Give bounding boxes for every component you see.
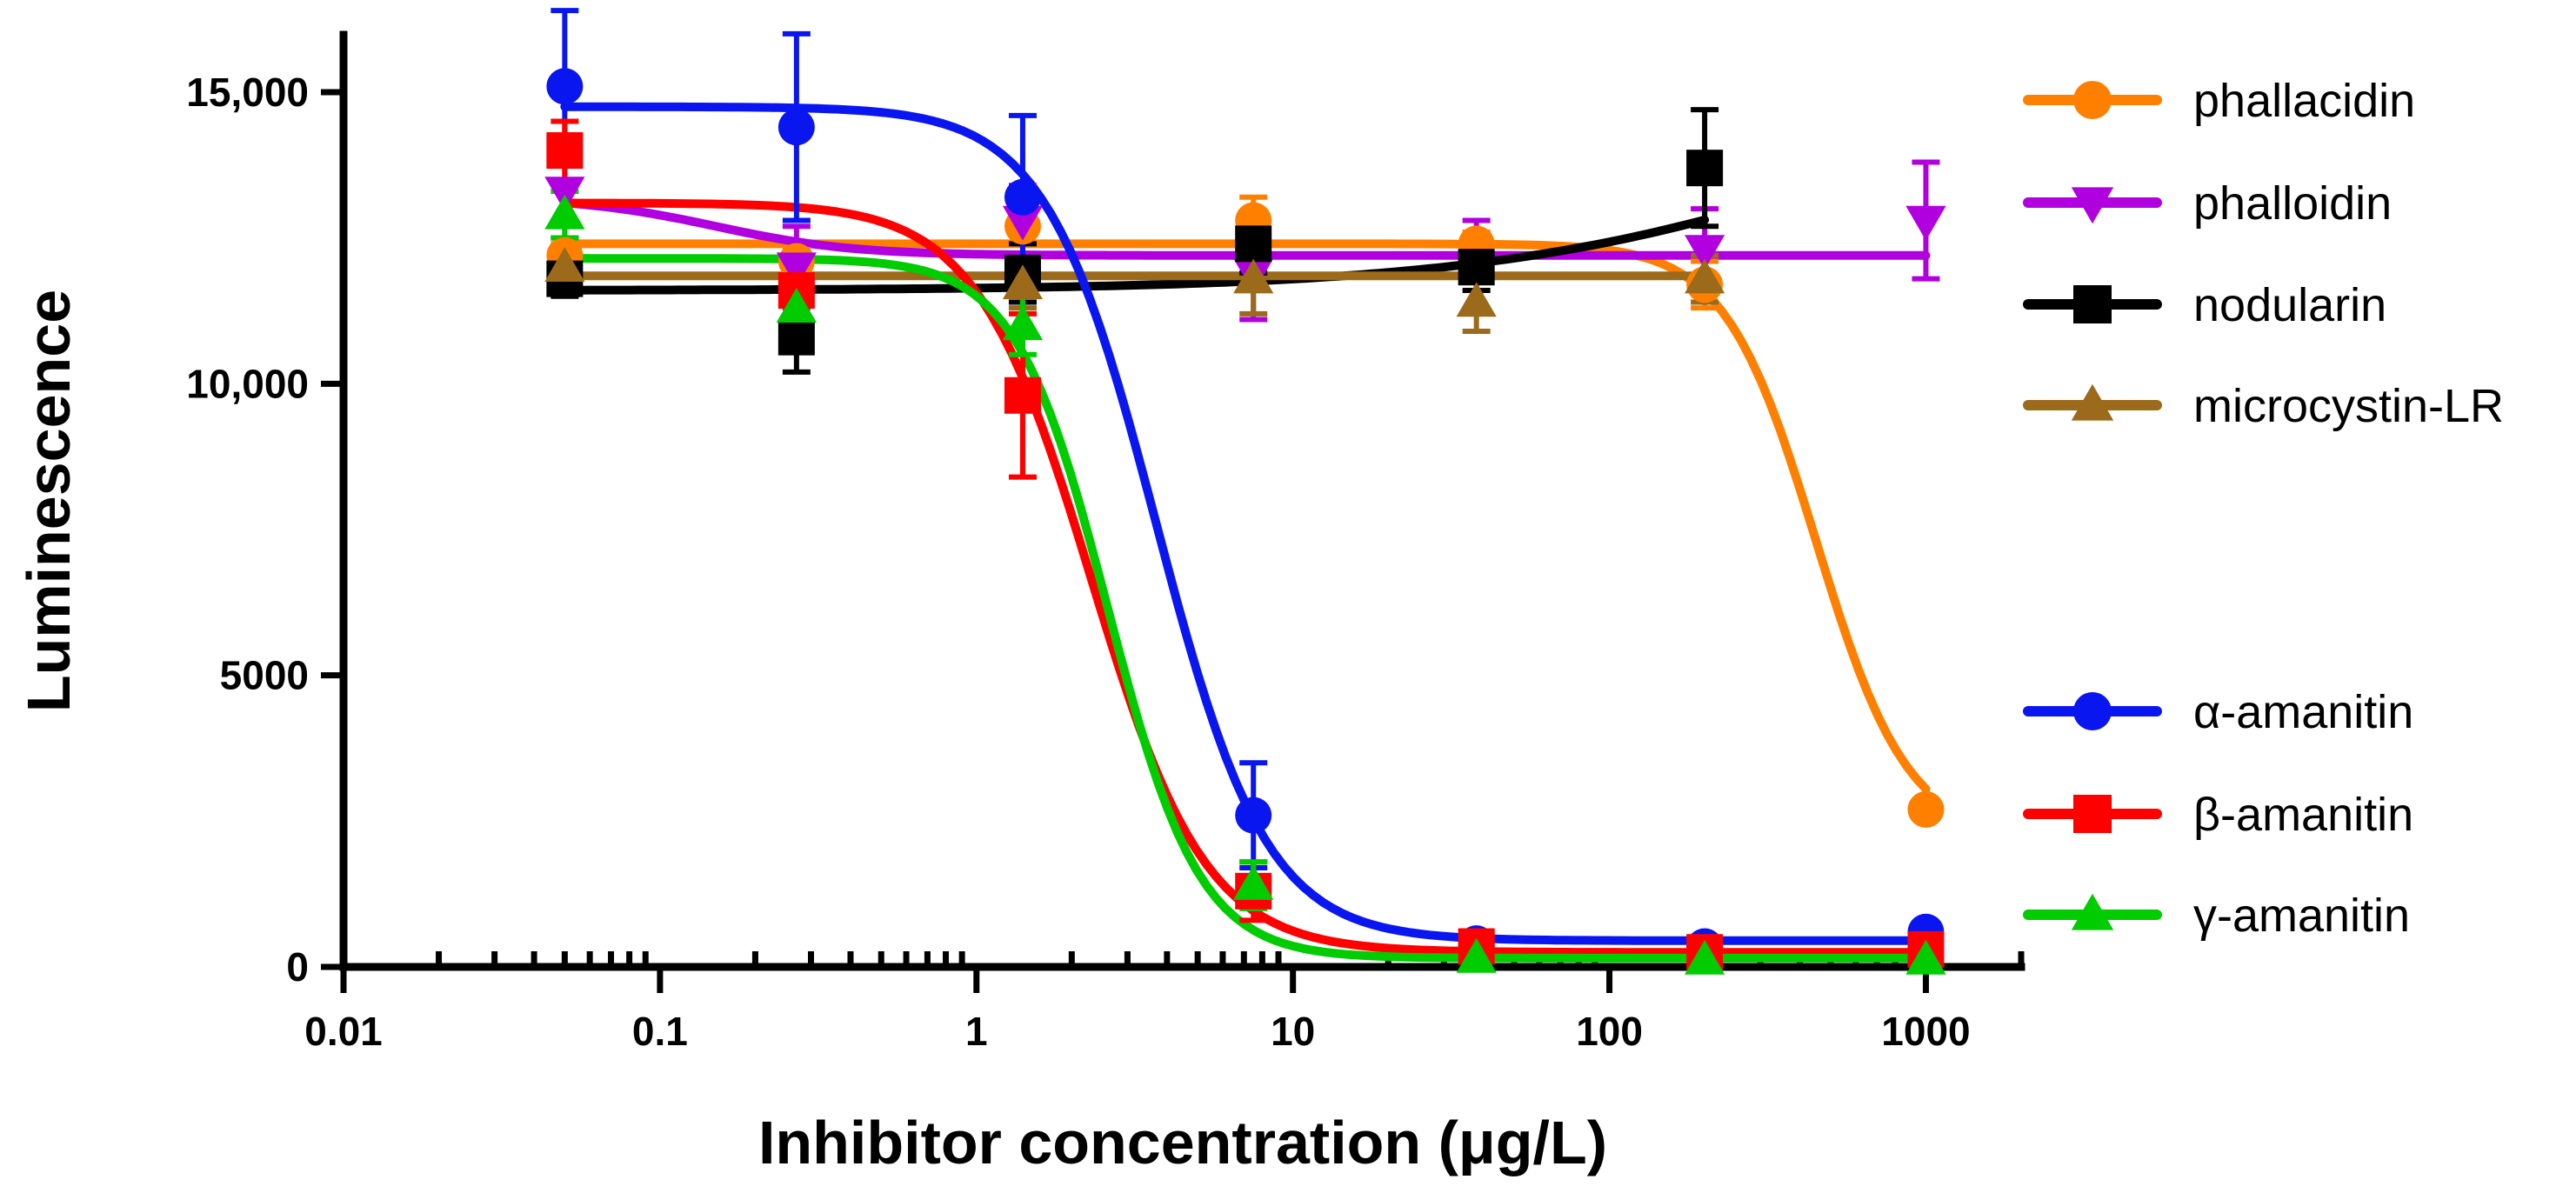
y-tick-label: 15,000 <box>186 70 309 115</box>
legend-marker-amanitin <box>2073 795 2112 833</box>
point-amanitin <box>546 132 584 170</box>
point-amanitin <box>544 194 585 230</box>
point-nodularin <box>777 318 815 356</box>
legend-label-phallacidin: phallacidin <box>2193 75 2415 127</box>
legend-marker-microcystin-lr <box>2071 383 2114 421</box>
point-phalloidin <box>1905 205 1946 241</box>
y-axis-title: Luminescence <box>15 290 83 712</box>
point-microcystin-lr <box>1233 258 1274 294</box>
point-phalloidin <box>1002 205 1044 241</box>
point-amanitin <box>1004 377 1041 414</box>
legend-label-microcystin-lr: microcystin-LR <box>2193 380 2504 432</box>
x-tick-label: 1000 <box>1881 1009 1970 1054</box>
point-amanitin <box>776 288 817 323</box>
legend-label-phalloidin: phalloidin <box>2193 177 2392 230</box>
legend-label-amanitin: α-amanitin <box>2193 686 2413 738</box>
point-amanitin <box>1905 939 1946 975</box>
legend-marker-phallacidin <box>2073 81 2112 119</box>
point-amanitin <box>1235 796 1272 834</box>
y-tick-label: 5000 <box>220 653 309 698</box>
legend-label-amanitin: β-amanitin <box>2193 789 2413 841</box>
point-microcystin-lr <box>544 247 585 282</box>
axes <box>339 30 2025 971</box>
x-tick-label: 1 <box>965 1009 988 1054</box>
axis-ticks: 0 5000 10,000 15,000 0.01 0.1 1 10 100 1000 <box>186 70 2025 1054</box>
x-tick-label: 100 <box>1576 1009 1643 1054</box>
point-amanitin <box>1004 178 1041 216</box>
point-microcystin-lr <box>1456 282 1497 317</box>
y-tick-label: 10,000 <box>186 361 309 406</box>
point-amanitin <box>1002 305 1044 341</box>
legend-marker-nodularin <box>2073 285 2112 323</box>
point-phalloidin <box>544 177 585 212</box>
y-tick-label: 0 <box>286 944 309 990</box>
curve-nodularin <box>560 215 1710 295</box>
point-phalloidin <box>776 252 817 288</box>
point-microcystin-lr <box>1685 258 1725 294</box>
point-amanitin <box>1456 937 1497 973</box>
point-nodularin <box>1458 249 1495 286</box>
point-amanitin <box>1685 939 1725 975</box>
point-microcystin-lr <box>1002 264 1044 300</box>
legend-label-amanitin: γ-amanitin <box>2193 890 2410 942</box>
legend-marker-phalloidin <box>2071 187 2114 224</box>
x-tick-label: 0.01 <box>304 1009 383 1054</box>
curve-phallacidin <box>560 239 1931 794</box>
point-phallacidin <box>1907 790 1945 828</box>
x-tick-label: 10 <box>1271 1009 1315 1054</box>
point-nodularin <box>1686 150 1724 187</box>
curve-amanitin <box>560 254 1931 963</box>
point-nodularin <box>1235 225 1272 263</box>
x-axis-title: Inhibitor concentration (μg/L) <box>758 1109 1607 1176</box>
data-points <box>544 68 1946 975</box>
legend-label-nodularin: nodularin <box>2193 279 2386 331</box>
x-tick-label: 0.1 <box>632 1009 688 1054</box>
point-amanitin <box>1233 865 1274 900</box>
legend-marker-amanitin <box>2073 692 2112 730</box>
legend: phallacidin phalloidin nodularin microcysti… <box>2023 75 2504 942</box>
point-amanitin <box>546 68 584 105</box>
point-phalloidin <box>1685 235 1725 270</box>
point-amanitin <box>777 109 815 146</box>
legend-marker-amanitin <box>2071 893 2114 930</box>
